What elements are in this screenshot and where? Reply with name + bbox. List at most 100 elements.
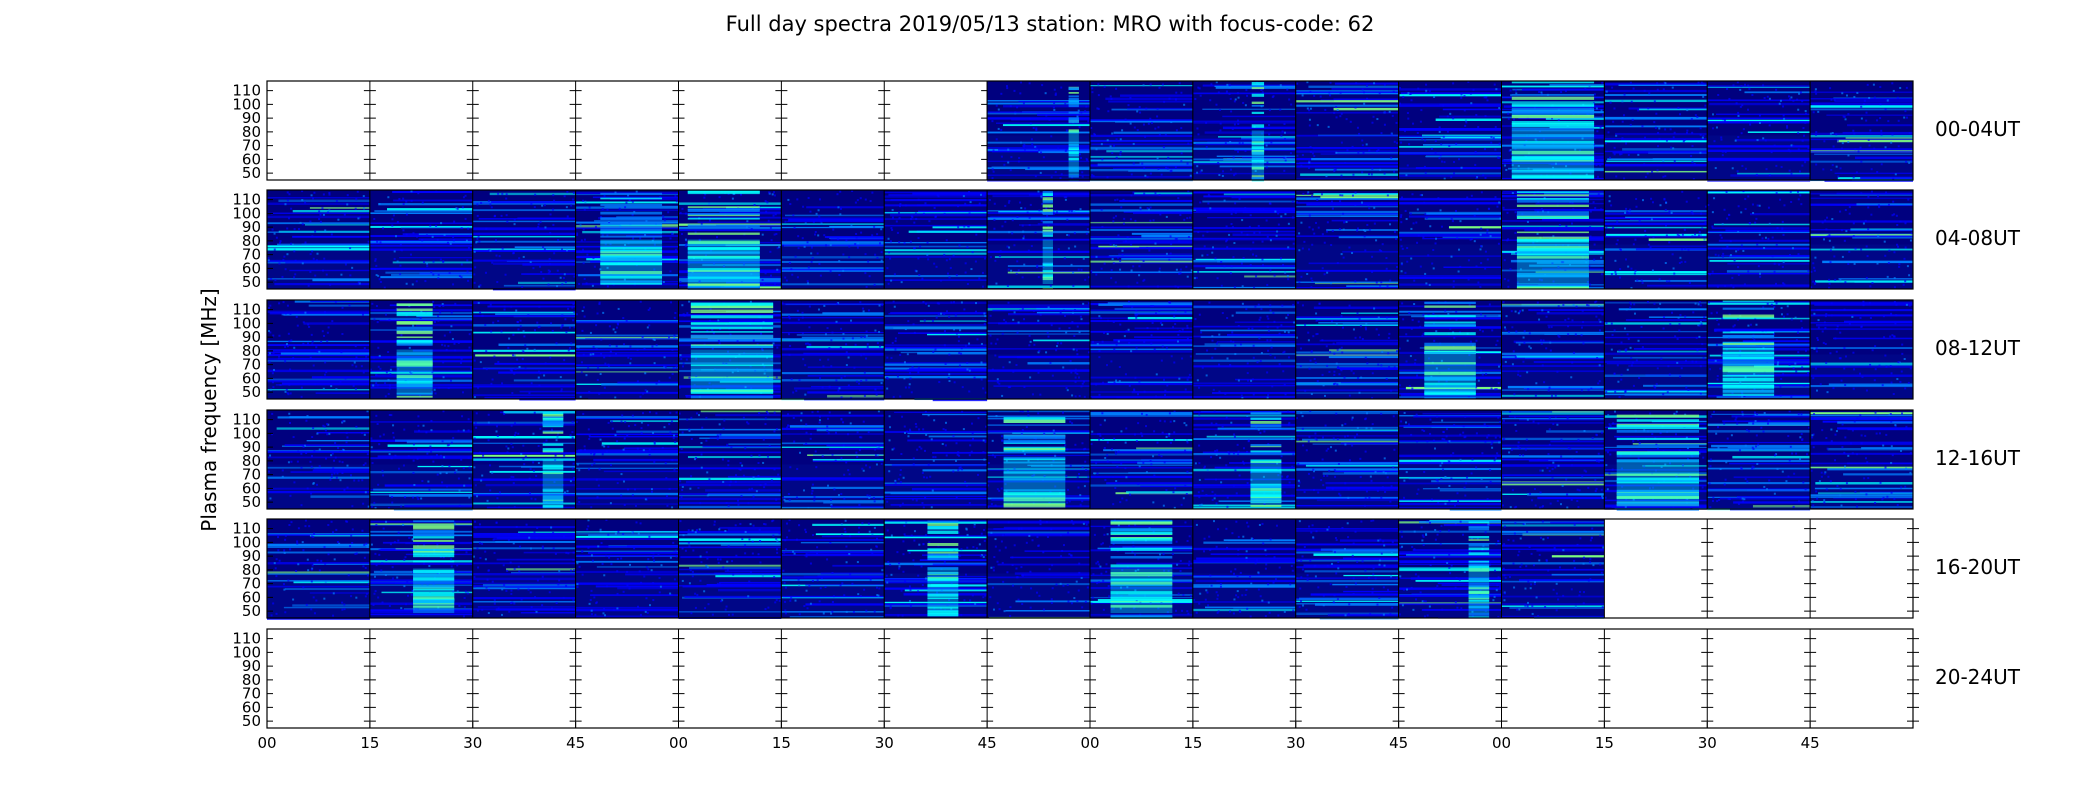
spectrum-speckle bbox=[876, 342, 879, 345]
spectrum-speckle bbox=[1908, 161, 1911, 164]
spectrum-line bbox=[1090, 228, 1193, 232]
spectrum-speckle bbox=[940, 312, 943, 315]
spectrum-speckle bbox=[1680, 367, 1683, 370]
spectrum-speckle bbox=[1458, 248, 1461, 251]
spectrum-speckle bbox=[517, 328, 520, 331]
spectrum-speckle bbox=[1695, 360, 1698, 363]
spectrum-speckle bbox=[1716, 285, 1719, 288]
spectrum-line bbox=[884, 256, 988, 258]
spectrum-speckle bbox=[1825, 228, 1828, 231]
spectrum-line bbox=[472, 324, 576, 327]
spectrum-speckle bbox=[1144, 174, 1147, 177]
spectrum-speckle bbox=[842, 337, 845, 340]
spectrum-speckle bbox=[1132, 162, 1135, 165]
spectrum-speckle bbox=[1265, 166, 1268, 169]
spectrum-speckle bbox=[1612, 120, 1615, 123]
spectrum-line bbox=[932, 398, 988, 402]
spectrum-speckle bbox=[315, 346, 318, 349]
spectrum-speckle bbox=[1045, 351, 1048, 354]
spectrum-speckle bbox=[412, 324, 415, 327]
spectrum-speckle bbox=[711, 328, 714, 331]
burst-line bbox=[1516, 197, 1589, 200]
spectrum-speckle bbox=[711, 347, 714, 350]
spectrum-speckle bbox=[761, 233, 764, 236]
spectrum-speckle bbox=[1435, 367, 1438, 370]
spectrum-speckle bbox=[668, 336, 671, 339]
spectrum-line bbox=[407, 340, 473, 343]
spectrum-speckle bbox=[1319, 95, 1322, 98]
spectrum-speckle bbox=[1244, 149, 1247, 152]
spectrum-speckle bbox=[1452, 117, 1455, 120]
spectrum-speckle bbox=[838, 387, 841, 390]
spectrum-speckle bbox=[1678, 329, 1681, 332]
spectrum-line bbox=[1713, 223, 1811, 226]
spectrum-line bbox=[369, 225, 473, 228]
spectrum-speckle bbox=[1435, 237, 1438, 240]
spectrum-speckle bbox=[1866, 255, 1869, 258]
spectrum-line bbox=[719, 380, 782, 383]
spectrum-speckle bbox=[1149, 219, 1152, 222]
spectrum-speckle bbox=[1127, 104, 1130, 107]
spectrum-speckle bbox=[964, 344, 967, 347]
spectrum-speckle bbox=[516, 321, 519, 324]
spectrum-speckle bbox=[513, 372, 516, 375]
spectrum-line bbox=[781, 317, 885, 319]
spectrum-line bbox=[1295, 365, 1399, 369]
burst-line bbox=[1042, 231, 1053, 235]
spectrum-speckle bbox=[964, 262, 967, 265]
spectrum-speckle bbox=[1421, 334, 1424, 337]
burst-line bbox=[1511, 105, 1595, 107]
spectrum-speckle bbox=[1437, 197, 1440, 200]
spectrum-speckle bbox=[1051, 374, 1054, 377]
spectrum-speckle bbox=[684, 245, 687, 248]
spectrum-line bbox=[1625, 319, 1708, 321]
spectrum-speckle bbox=[915, 217, 918, 220]
spectrum-speckle bbox=[873, 283, 876, 286]
spectrum-line bbox=[781, 243, 885, 247]
spectrum-speckle bbox=[324, 229, 327, 232]
spectrum-speckle bbox=[1198, 386, 1201, 389]
spectrum-speckle bbox=[1132, 265, 1135, 268]
spectrum-speckle bbox=[1549, 341, 1552, 344]
spectrum-speckle bbox=[1800, 203, 1803, 206]
spectrum-line bbox=[1707, 301, 1811, 304]
spectrum-speckle bbox=[291, 243, 294, 246]
spectrum-speckle bbox=[470, 366, 473, 369]
spectrum-speckle bbox=[718, 342, 721, 345]
spectrum-speckle bbox=[1720, 236, 1723, 239]
spectrum-speckle bbox=[1028, 334, 1031, 337]
spectrum-speckle bbox=[1552, 166, 1555, 169]
spectrum-speckle bbox=[1123, 217, 1126, 220]
spectrum-line bbox=[796, 334, 885, 336]
spectrum-line bbox=[1707, 231, 1811, 234]
spectrum-speckle bbox=[284, 312, 287, 315]
spectrum-speckle bbox=[1111, 132, 1114, 135]
spectrum-speckle bbox=[1853, 132, 1856, 135]
spectrum-speckle bbox=[1146, 327, 1149, 330]
spectrum-speckle bbox=[1828, 278, 1831, 281]
spectrum-speckle bbox=[1342, 212, 1345, 215]
spectrum-speckle bbox=[1564, 268, 1567, 271]
spectrum-speckle bbox=[522, 255, 525, 258]
spectrum-speckle bbox=[1498, 365, 1501, 368]
y-tick-label: 50 bbox=[242, 273, 261, 291]
spectrum-line bbox=[1398, 335, 1502, 338]
spectrum-speckle bbox=[1884, 254, 1887, 257]
spectrum-speckle bbox=[425, 234, 428, 237]
spectrum-speckle bbox=[384, 313, 387, 316]
spectrum-speckle bbox=[1804, 161, 1807, 164]
spectrum-speckle bbox=[1476, 208, 1479, 211]
spectrum-line bbox=[781, 283, 885, 286]
spectrum-speckle bbox=[1511, 164, 1514, 167]
spectrum-speckle bbox=[396, 260, 399, 263]
spectrum-speckle bbox=[387, 392, 390, 395]
spectrum-line bbox=[1810, 234, 1913, 237]
spectrum-speckle bbox=[865, 334, 868, 337]
spectrum-speckle bbox=[435, 224, 438, 227]
spectrum-speckle bbox=[529, 261, 532, 264]
spectrum-speckle bbox=[1151, 321, 1154, 324]
spectrum-speckle bbox=[1283, 131, 1286, 134]
spectrum-speckle bbox=[680, 232, 683, 235]
spectrum-speckle bbox=[1690, 155, 1693, 158]
spectrum-speckle bbox=[1469, 92, 1472, 95]
